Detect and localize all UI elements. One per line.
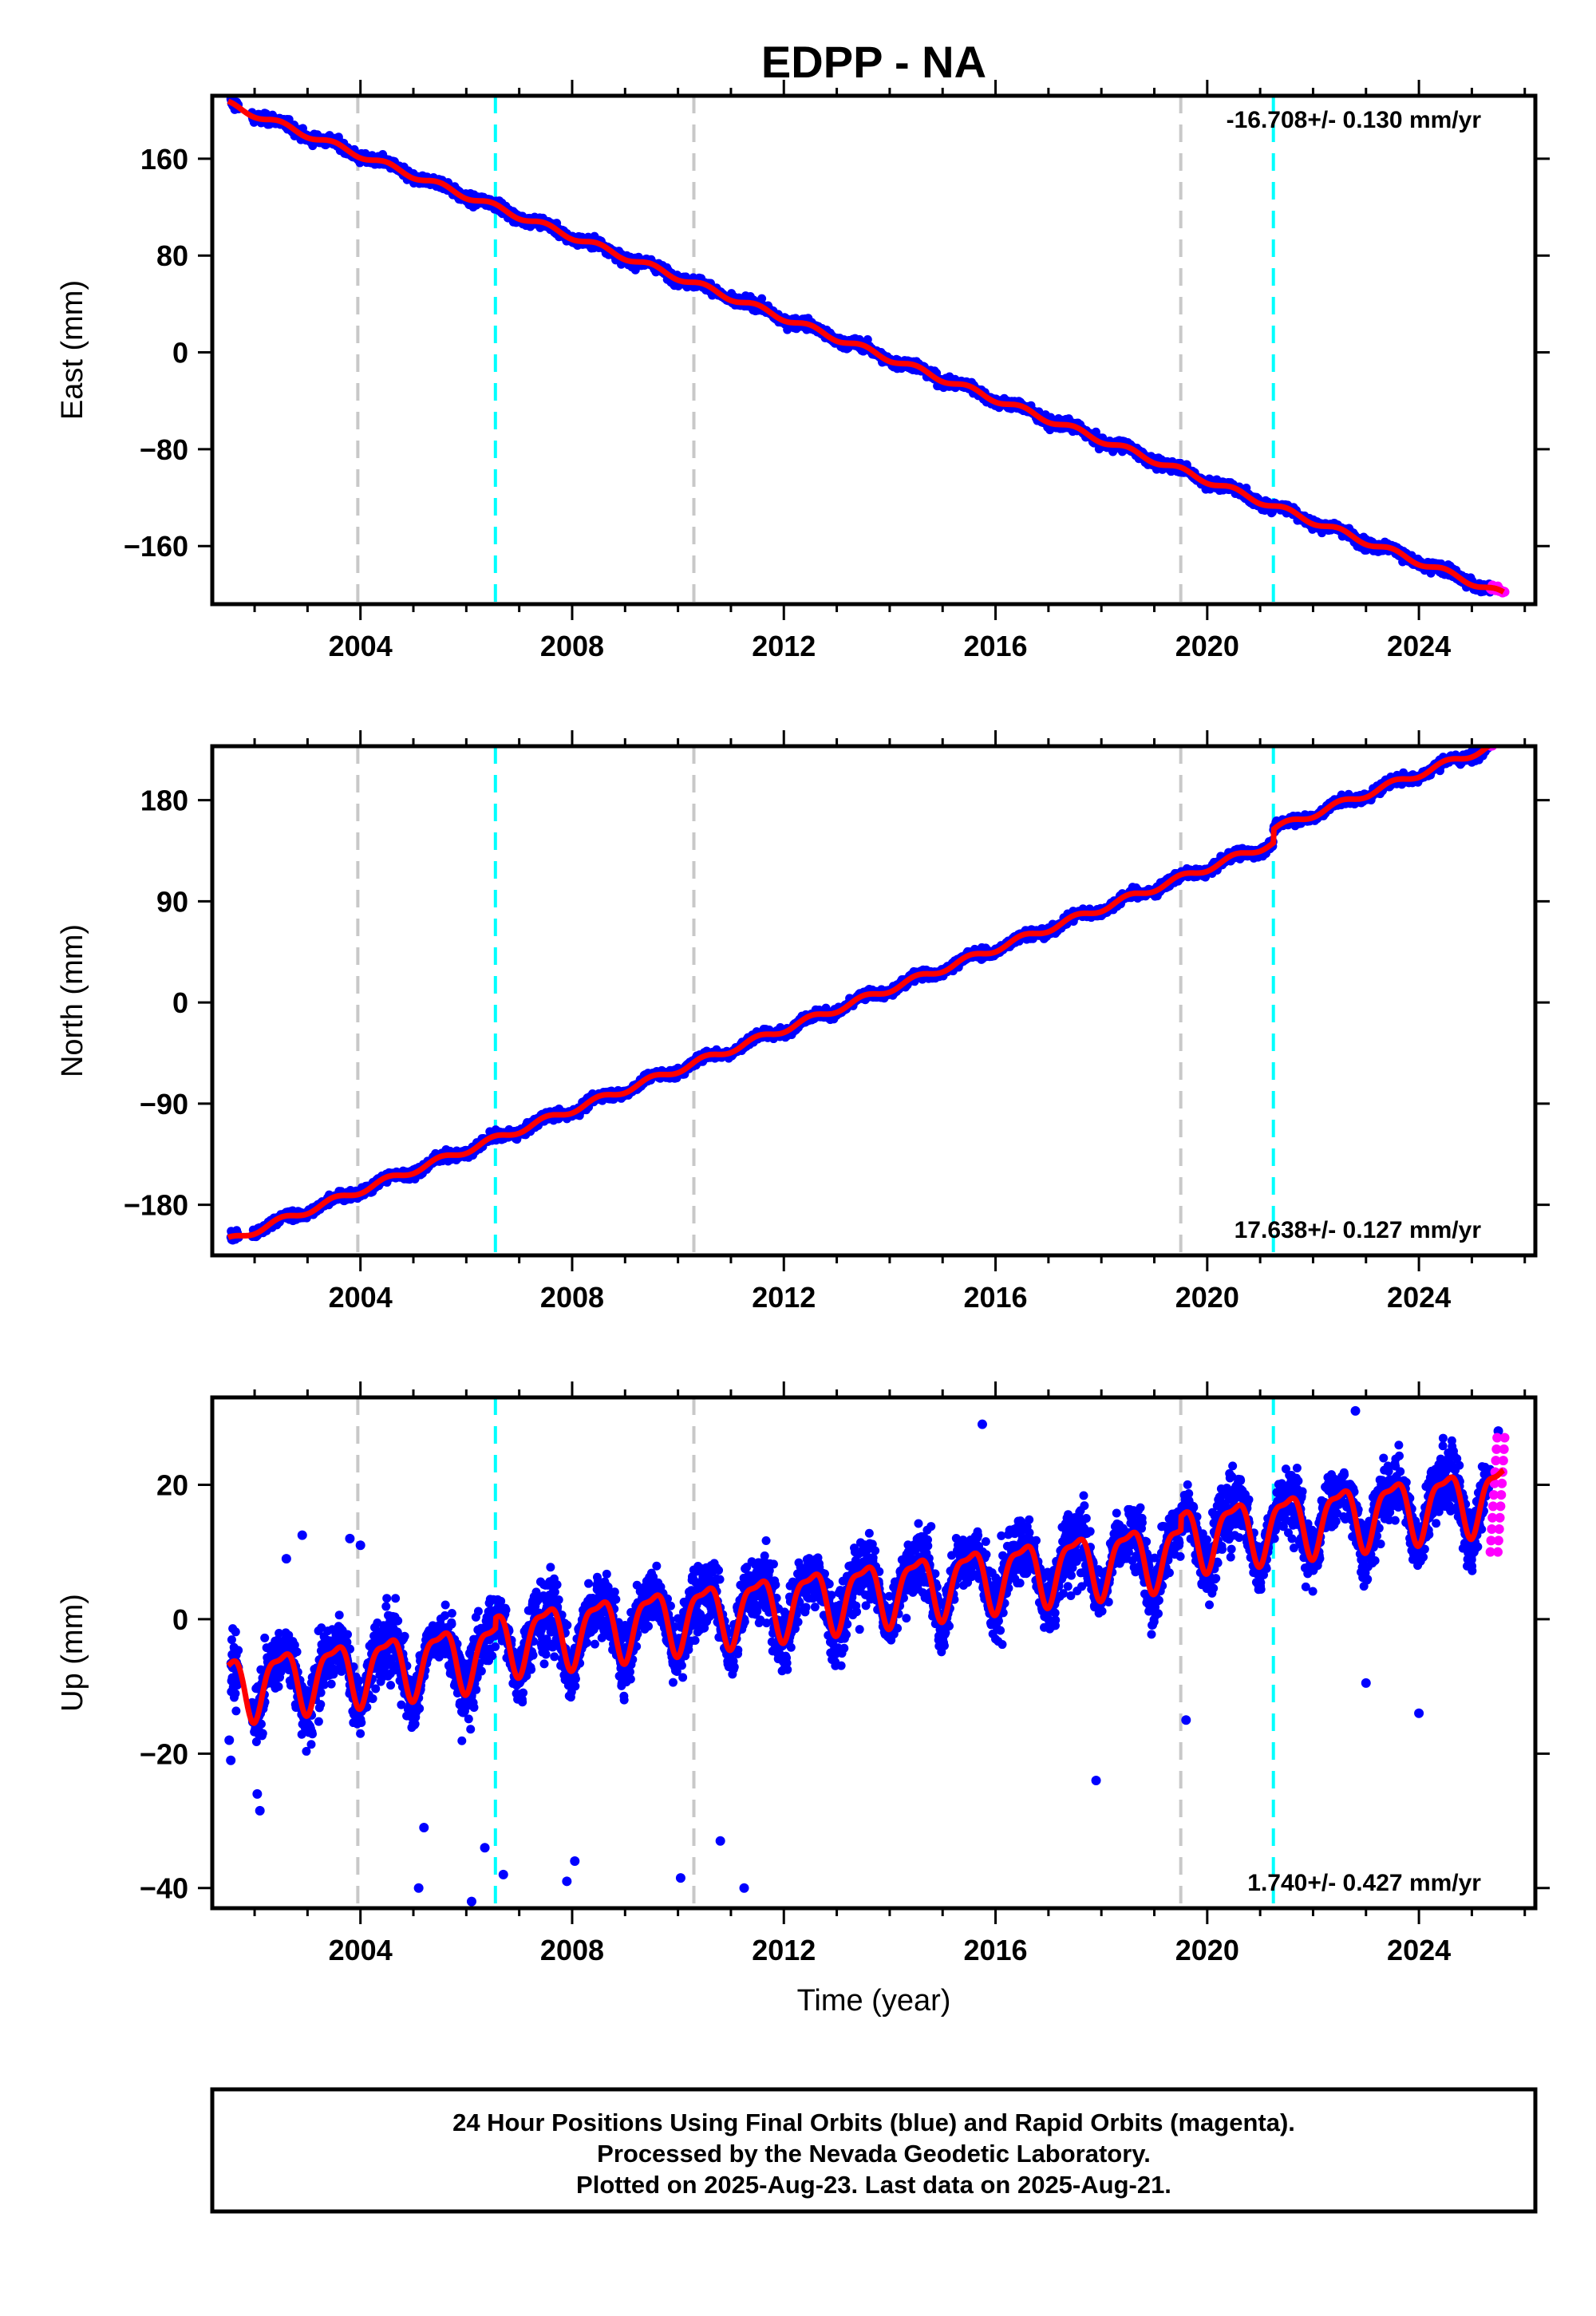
y-tick-label: −80 xyxy=(140,433,188,466)
y-tick-label: −160 xyxy=(124,530,188,563)
north-panel: 2004 2008 2012 2016 2020 2024180900−90−180Nor… xyxy=(56,730,1550,1314)
chart-title: EDPP - NA xyxy=(761,37,986,87)
y-tick-label: 160 xyxy=(140,143,188,176)
east-panel: 2004 2008 2012 2016 2020 2024 160 80 0 −80 −160 Eas… xyxy=(56,80,1550,662)
x-tick-label: 2020 xyxy=(1175,630,1239,662)
x-tick-label: 2012 xyxy=(752,630,816,662)
y-tick-label: 80 xyxy=(156,239,188,272)
east-rate-label: -16.708+/- 0.130 mm/yr xyxy=(1227,107,1482,133)
x-tick-label: 2004 xyxy=(329,630,393,662)
east-frame xyxy=(210,93,1538,607)
east-plot-area xyxy=(226,96,1510,604)
east-y-axis-label: East (mm) xyxy=(56,280,89,420)
x-tick-label: 2024 xyxy=(1387,630,1451,662)
x-tick-label: 2016 xyxy=(963,630,1027,662)
final-orbit-point xyxy=(757,294,767,303)
north-plot-area xyxy=(226,746,1500,1255)
x-tick-label: 2008 xyxy=(540,630,604,662)
y-tick-label: 0 xyxy=(172,337,188,370)
model-fit-line xyxy=(227,98,1505,595)
